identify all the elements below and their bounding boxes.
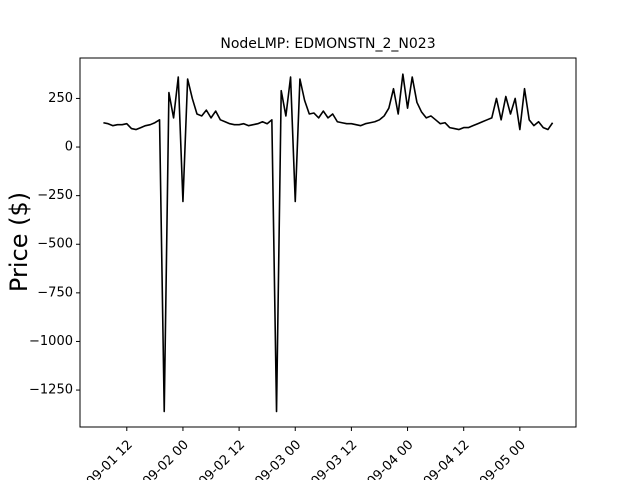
x-tick-label: 09-05 00 [477, 437, 529, 480]
y-tick-label: −500 [37, 237, 73, 252]
x-tick-label: 09-02 12 [196, 437, 248, 480]
y-tick-label: 0 [65, 140, 73, 155]
y-axis-label: Price ($) [5, 192, 33, 292]
x-tick-label: 09-04 00 [365, 437, 417, 480]
x-tick-label: 09-04 12 [421, 437, 473, 480]
y-tick-label: −250 [37, 188, 73, 203]
chart-title: NodeLMP: EDMONSTN_2_N023 [220, 36, 435, 52]
y-tick-label: −750 [37, 285, 73, 300]
y-tick-label: −1000 [29, 334, 73, 349]
y-tick-label: −1250 [29, 383, 73, 398]
x-tick-label: 09-01 12 [84, 437, 136, 480]
data-line [103, 73, 554, 413]
x-tick-label: 09-02 00 [140, 437, 192, 480]
x-tick-label: 09-03 00 [252, 437, 304, 480]
plot-frame [79, 57, 577, 428]
y-tick-label: 250 [48, 91, 73, 106]
x-tick-label: 09-03 12 [309, 437, 361, 480]
